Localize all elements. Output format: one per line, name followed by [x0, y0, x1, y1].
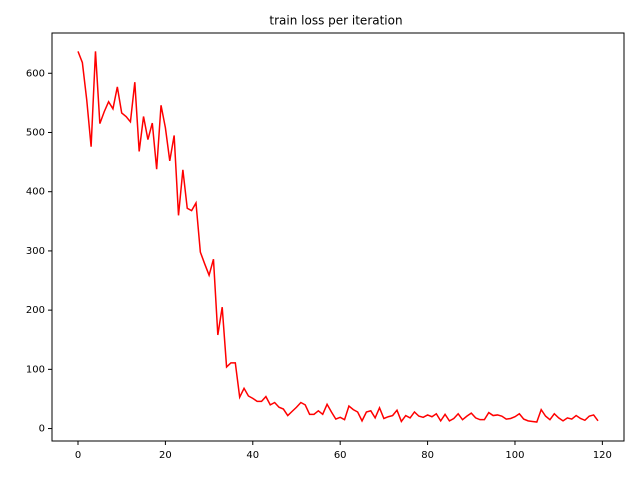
chart-title: train loss per iteration	[269, 14, 402, 28]
y-tick-label: 600	[26, 68, 45, 79]
y-tick-label: 300	[26, 246, 45, 257]
line-series	[77, 51, 599, 424]
axes-frame	[51, 32, 625, 442]
x-tick-label: 40	[246, 450, 259, 461]
y-tick-label: 400	[26, 187, 45, 198]
x-tick-label: 80	[421, 450, 434, 461]
x-tick-label: 120	[593, 450, 612, 461]
x-tick-label: 20	[159, 450, 172, 461]
y-tick-label: 200	[26, 305, 45, 316]
x-tick-label: 100	[505, 450, 524, 461]
x-tick-label: 60	[334, 450, 347, 461]
y-tick-label: 500	[26, 127, 45, 138]
y-tick-label: 0	[39, 424, 45, 435]
x-tick-label: 0	[75, 450, 81, 461]
y-tick-label: 100	[26, 364, 45, 375]
